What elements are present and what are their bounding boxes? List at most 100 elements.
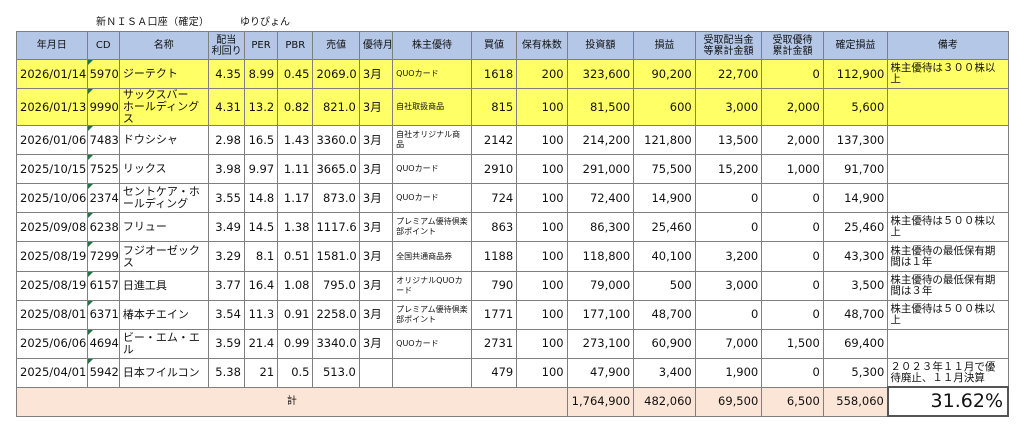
note-cell: 株主優待の最低保有期間は３年 (887, 270, 1009, 301)
buy-price-cell: 724 (470, 183, 518, 214)
sell-price-cell: 2069.0 (312, 58, 360, 90)
benefit-month-cell: 3月 (358, 270, 394, 301)
name-cell: 椿本チエイン (118, 299, 209, 330)
return-ratio: 31.62% (886, 386, 1010, 418)
shares-cell: 100 (516, 241, 568, 272)
benefit-month-cell: 3月 (358, 58, 394, 90)
realized-pl-cell: 14,900 (822, 183, 889, 214)
total-dividends: 69,500 (694, 386, 763, 417)
name-cell: リックス (118, 154, 209, 185)
column-header: 買値 (470, 31, 518, 60)
profit-loss-cell: 48,700 (633, 299, 696, 330)
benefit-month-cell: 3月 (358, 241, 394, 272)
name-cell: ジーテクト (118, 58, 209, 90)
investment-cell: 86,300 (566, 212, 635, 243)
benefit-cell: オリジナルQUOカード (392, 270, 472, 301)
column-header: 株主優待 (392, 31, 472, 60)
investment-cell: 118,800 (566, 241, 635, 272)
note-cell: 株主優待は５００株以上 (887, 212, 1009, 243)
date-cell: 2025/04/01 (16, 357, 88, 388)
total-row: 計 1,764,900 482,060 69,500 6,500 558,060 31.62… (16, 386, 1010, 418)
buy-price-cell: 479 (470, 357, 518, 388)
code-cell: 5942 (86, 357, 120, 388)
yield-cell: 3.59 (207, 328, 245, 359)
pbr-cell: 0.82 (277, 88, 314, 127)
buy-price-cell: 2731 (470, 328, 518, 359)
benefit-cell: QUOカード (392, 183, 472, 214)
table-row: 2026/01/13 9990 サックスバー ホールディングス 4.31 13.2 0.8… (16, 88, 1009, 127)
name-cell: セントケア・ホールディング (118, 183, 209, 214)
realized-pl-cell: 137,300 (822, 125, 889, 156)
benefit-month-cell: 3月 (358, 183, 394, 214)
dividend-total-cell: 0 (694, 183, 763, 214)
holdings-table: 年月日 CD 名称 配当 利回り PER PBR 売値 優待月 株主優待 買値 保有株数 投資額 損益 受取… (16, 31, 1010, 418)
table-row: 2025/06/06 4694 ビー・エム・エル 3.59 21.4 0.99 3340.0… (16, 328, 1009, 359)
table-row: 2025/08/19 7299 フジオーゼックス 3.29 8.1 0.51 1581.0 3… (16, 241, 1009, 272)
total-investment: 1,764,900 (566, 386, 635, 417)
buy-price-cell: 815 (470, 88, 518, 127)
table-row: 2025/10/15 7525 リックス 3.98 9.97 1.11 3665.0 3月 QU… (16, 154, 1009, 185)
per-cell: 9.97 (243, 154, 279, 185)
sell-price-cell: 3360.0 (312, 125, 360, 156)
shares-cell: 100 (516, 125, 568, 156)
buy-price-cell: 2910 (470, 154, 518, 185)
realized-pl-cell: 112,900 (822, 58, 889, 90)
profit-loss-cell: 60,900 (633, 328, 696, 359)
pbr-cell: 0.51 (277, 241, 314, 272)
benefit-total-cell: 0 (761, 183, 824, 214)
note-cell: 株主優待は３００株以上 (887, 58, 1009, 90)
column-header: 優待月 (358, 31, 394, 60)
per-cell: 16.5 (243, 125, 279, 156)
pbr-cell: 0.5 (277, 357, 314, 388)
benefit-month-cell: 3月 (358, 125, 394, 156)
benefit-cell: 自社取扱商品 (392, 88, 472, 127)
column-header: 受取配当金 等累計金額 (694, 31, 763, 60)
buy-price-cell: 1188 (470, 241, 518, 272)
shares-cell: 100 (516, 299, 568, 330)
note-cell: 株主優待は５００株以上 (887, 299, 1009, 330)
note-cell: ２０２３年１１月で優待廃止、１１月決算 (887, 357, 1009, 388)
shares-cell: 100 (516, 328, 568, 359)
benefit-total-cell: 0 (761, 212, 824, 243)
buy-price-cell: 863 (470, 212, 518, 243)
investment-cell: 273,100 (566, 328, 635, 359)
benefit-cell: QUOカード (392, 328, 472, 359)
benefit-month-cell: 3月 (358, 212, 394, 243)
column-header: PBR (277, 31, 314, 60)
benefit-cell (392, 357, 472, 388)
dividend-total-cell: 1,900 (694, 357, 763, 388)
investment-cell: 323,600 (566, 58, 635, 90)
investment-cell: 81,500 (566, 88, 635, 127)
table-row: 2025/04/01 5942 日本フイルコン 5.38 21 0.5 513.0 479 10… (16, 357, 1009, 388)
profit-loss-cell: 121,800 (633, 125, 696, 156)
profit-loss-cell: 40,100 (633, 241, 696, 272)
date-cell: 2026/01/06 (16, 125, 88, 156)
per-cell: 8.1 (243, 241, 279, 272)
date-cell: 2025/06/06 (16, 328, 88, 359)
benefit-total-cell: 2,000 (761, 88, 824, 127)
benefit-cell: プレミアム優待倶楽部ポイント (392, 212, 472, 243)
code-cell: 9990 (86, 88, 120, 127)
dividend-total-cell: 0 (694, 212, 763, 243)
profit-loss-cell: 14,900 (633, 183, 696, 214)
code-cell: 7299 (86, 241, 120, 272)
benefit-total-cell: 0 (761, 58, 824, 90)
buy-price-cell: 2142 (470, 125, 518, 156)
benefit-total-cell: 0 (761, 241, 824, 272)
name-cell: ドウシシャ (118, 125, 209, 156)
table-row: 2025/10/06 2374 セントケア・ホールディング 3.55 14.8 1.17 8… (16, 183, 1009, 214)
date-cell: 2025/08/19 (16, 241, 88, 272)
yield-cell: 3.55 (207, 183, 245, 214)
sell-price-cell: 795.0 (312, 270, 360, 301)
shares-cell: 200 (516, 58, 568, 90)
note-cell (887, 328, 1009, 359)
column-header: 受取優待 累計金額 (761, 31, 824, 60)
code-cell: 7525 (86, 154, 120, 185)
column-header: 保有株数 (516, 31, 568, 60)
yield-cell: 3.49 (207, 212, 245, 243)
dividend-total-cell: 3,000 (694, 88, 763, 127)
benefit-month-cell: 3月 (358, 299, 394, 330)
benefit-total-cell: 0 (761, 299, 824, 330)
benefit-cell: 全国共通商品券 (392, 241, 472, 272)
column-header: 備考 (887, 31, 1009, 60)
